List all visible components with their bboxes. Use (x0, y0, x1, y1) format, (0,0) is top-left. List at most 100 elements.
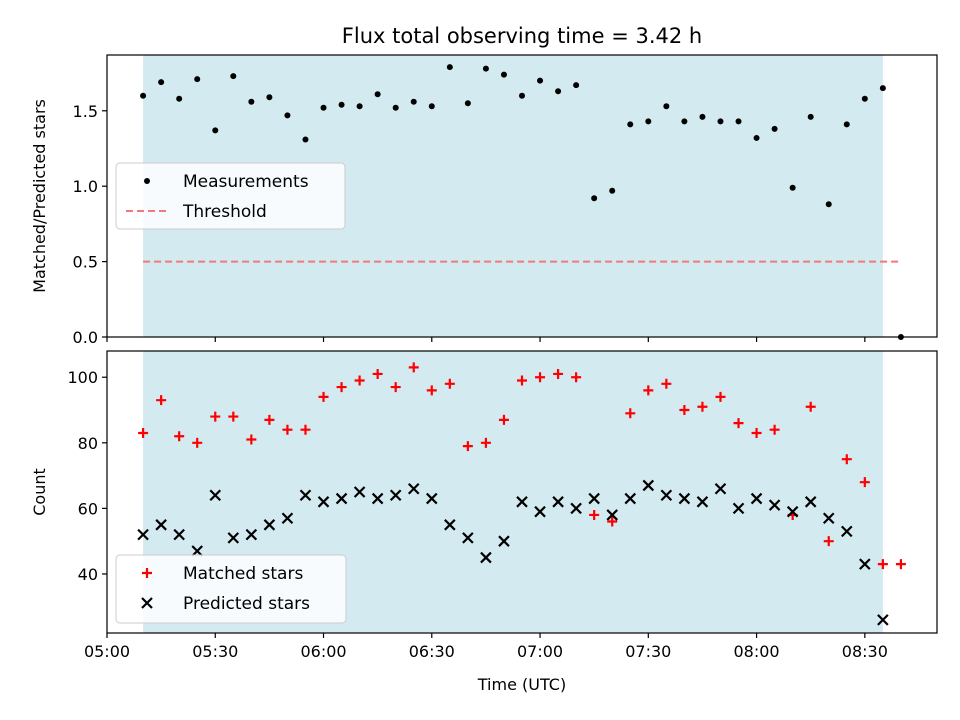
predicted-star-point (480, 551, 492, 564)
matched-star-point (607, 516, 618, 527)
matched-star-point (318, 391, 329, 402)
matched-star-point (895, 559, 906, 570)
measurement-point (645, 118, 652, 125)
measurement-point (320, 104, 327, 111)
measurement-point (681, 118, 688, 125)
measurement-point (807, 113, 814, 120)
matched-star-point (174, 431, 185, 442)
legend-predicted-label: Predicted stars (183, 594, 310, 614)
matched-star-point (480, 437, 491, 448)
measurement-point (428, 103, 435, 110)
y-tick-label: 1.0 (73, 177, 98, 196)
matched-star-point (751, 427, 762, 438)
measurement-point (861, 95, 868, 102)
predicted-star-point (191, 545, 203, 557)
bottom-panel: 40 60 80 100 05:00 05:30 06:00 06:30 07:00 07:30 0… (30, 350, 938, 661)
legend: Matched stars Predicted stars (115, 554, 347, 624)
matched-star-point (553, 368, 564, 379)
x-tick-label: 07:30 (625, 642, 671, 661)
plot-frame (106, 54, 938, 338)
predicted-star-point (570, 502, 582, 515)
predicted-star-point (155, 519, 167, 531)
predicted-star-point (462, 532, 474, 544)
measurement-point (248, 98, 255, 105)
matched-star-point (643, 385, 654, 396)
measurement-point (374, 91, 381, 98)
y-tick-label: 0.5 (73, 253, 98, 272)
predicted-star-point (137, 528, 149, 541)
measurement-point (266, 94, 273, 101)
matched-star-point (517, 375, 527, 386)
predicted-star-point (516, 496, 528, 508)
measurement-point (897, 334, 904, 340)
matched-star-point (156, 395, 167, 406)
predicted-star-point (389, 489, 402, 502)
predicted-star-point (281, 512, 294, 525)
matched-star-point (805, 401, 816, 412)
measurement-point (392, 104, 399, 111)
predicted-star-point (263, 519, 276, 531)
predicted-star-point (209, 489, 222, 502)
legend: Measurements Threshold (115, 162, 346, 230)
measurement-point (879, 85, 886, 92)
matched-star-point (300, 424, 311, 435)
predicted-star-point (317, 496, 330, 508)
predicted-star-point (750, 492, 763, 505)
matched-star-point (841, 454, 852, 465)
matched-star-point (498, 414, 509, 425)
matched-star-point (697, 401, 708, 412)
matched-star-point (408, 362, 419, 373)
predicted-star-point (877, 614, 889, 626)
legend-predicted-marker (141, 597, 153, 609)
predicted-star-point (173, 528, 185, 541)
predicted-star-point (407, 482, 420, 495)
x-axis-label: Time (UTC) (477, 675, 566, 694)
predicted-star-point (624, 492, 637, 505)
y-tick-label: 1.5 (73, 102, 98, 121)
matched-star-point (715, 391, 726, 402)
measurement-point (519, 92, 525, 99)
matched-star-point (535, 372, 546, 383)
matched-star-point (246, 434, 257, 445)
matched-star-point (679, 405, 690, 416)
matched-star-point (210, 411, 221, 422)
measurement-point (537, 77, 544, 84)
predicted-star-point (859, 558, 871, 570)
y-tick-label: 60 (78, 499, 98, 518)
predicted-star-point (534, 505, 546, 518)
matched-star-point (571, 372, 582, 383)
predicted-star-point (245, 528, 258, 541)
measurement-point (158, 79, 165, 86)
legend-matched-label: Matched stars (183, 564, 303, 584)
measurement-point (627, 121, 634, 128)
x-tick-label: 07:00 (517, 642, 563, 661)
y-tick-label: 80 (78, 434, 98, 453)
top-panel: 0.0 0.5 1.0 1.5 Matched/Predicted stars Measu… (30, 54, 938, 347)
measurement-point (699, 113, 706, 120)
matched-star-point (859, 477, 870, 488)
plot-frame (106, 350, 938, 634)
measurement-point (338, 101, 345, 108)
matched-star-point (769, 424, 780, 435)
matched-star-point (426, 385, 437, 396)
y-tick-label: 0.0 (73, 328, 98, 347)
x-tick-label: 05:00 (84, 642, 130, 661)
measurement-point (735, 118, 742, 125)
matched-star-point (372, 368, 383, 379)
matched-star-point (192, 437, 203, 448)
measurement-point (410, 98, 417, 105)
legend-measurement-marker (144, 178, 150, 184)
measurement-point (573, 82, 580, 89)
matched-star-point (877, 559, 888, 570)
measurement-point (789, 184, 796, 191)
measurement-point (609, 187, 616, 194)
x-tick-label: 06:00 (300, 642, 346, 661)
matched-star-point (354, 375, 365, 386)
legend-matched-marker (142, 568, 152, 578)
x-tick-label: 05:30 (192, 642, 238, 661)
measurement-point (753, 134, 760, 141)
matched-star-point (733, 418, 744, 429)
measurement-point (825, 201, 832, 208)
predicted-star-point (606, 509, 618, 521)
